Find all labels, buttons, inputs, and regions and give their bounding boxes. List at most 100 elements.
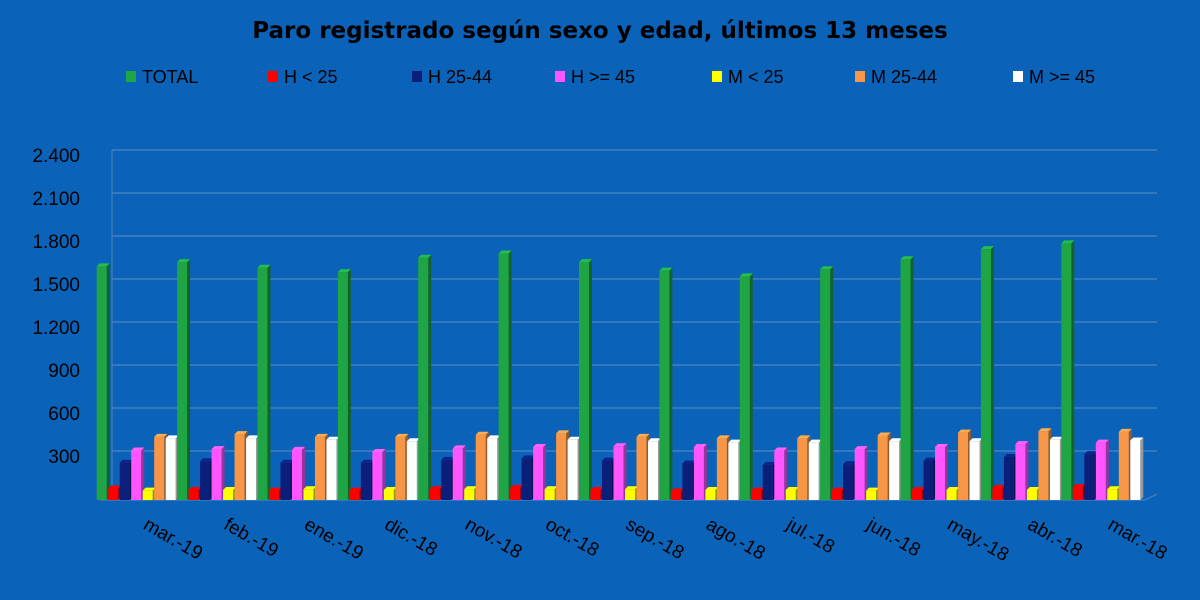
bar-7-1	[670, 488, 684, 500]
bar-0-4	[142, 487, 156, 500]
bar-1-0	[177, 259, 191, 500]
x-category-label-0: mar.-19	[140, 514, 206, 564]
bar-12-5	[1118, 428, 1132, 500]
bar-3-2	[360, 459, 374, 500]
x-category-label-3: dic.-18	[381, 514, 441, 561]
bar-1-3	[211, 446, 225, 500]
x-category-label-9: jun.-18	[862, 514, 924, 562]
bar-0-5	[154, 433, 168, 500]
bar-9-0	[820, 266, 834, 500]
bar-5-1	[510, 484, 524, 500]
gridlines	[112, 149, 1157, 452]
bar-10-2	[923, 457, 937, 500]
bar-4-5	[475, 431, 489, 500]
bar-10-0	[900, 256, 914, 500]
bar-8-6	[808, 439, 822, 500]
bar-2-3	[291, 446, 305, 500]
x-category-label-7: ago.-18	[702, 514, 768, 564]
legend-label-2: H 25-44	[428, 67, 492, 87]
bar-5-6	[567, 436, 581, 500]
bar-3-4	[383, 486, 397, 500]
bar-4-3	[452, 445, 466, 500]
y-tick-label-0: 300	[48, 447, 80, 468]
bar-2-4	[303, 486, 317, 500]
bar-11-2	[1003, 454, 1017, 500]
bar-4-6	[487, 435, 501, 500]
legend-swatch-6	[1013, 71, 1023, 82]
bar-2-0	[257, 264, 271, 500]
bar-6-1	[590, 486, 604, 500]
y-tick-label-1: 600	[48, 404, 80, 425]
legend-swatch-5	[855, 71, 865, 82]
x-category-label-11: abr.-18	[1024, 514, 1086, 562]
bar-10-3	[935, 443, 949, 500]
bar-11-5	[1038, 428, 1052, 500]
bar-0-1	[108, 485, 122, 500]
bar-2-2	[280, 459, 294, 500]
legend: TOTAL H < 25 H 25-44 H >= 45 M < 25 M 25-44 M …	[126, 67, 1095, 87]
x-category-label-4: nov.-18	[461, 514, 525, 563]
bar-6-0	[579, 259, 592, 500]
bar-9-5	[877, 432, 891, 500]
bar-8-4	[785, 486, 799, 500]
bar-1-4	[223, 486, 237, 500]
legend-swatch-1	[268, 71, 278, 82]
y-axis-tick-labels: 300 600 900 1.200 1.500 1.800 2.100 2.400	[32, 146, 80, 468]
bar-10-4	[946, 486, 960, 500]
legend-label-0: TOTAL	[142, 67, 198, 87]
bar-5-5	[556, 430, 570, 500]
bar-3-1	[349, 487, 363, 500]
bar-7-4	[705, 486, 719, 500]
bar-7-0	[659, 267, 673, 500]
bar-10-1	[912, 486, 926, 500]
bar-3-5	[395, 433, 409, 500]
bar-4-1	[429, 486, 443, 500]
bar-9-3	[854, 446, 868, 500]
bar-6-2	[602, 457, 615, 500]
bar-7-3	[693, 443, 707, 500]
bar-6-5	[636, 433, 650, 500]
y-tick-label-3: 1.200	[32, 318, 80, 339]
bar-7-6	[728, 439, 742, 500]
x-category-label-2: ene.-19	[300, 514, 366, 564]
bar-6-6	[648, 438, 661, 500]
bar-1-2	[200, 458, 214, 500]
bar-3-0	[337, 269, 351, 500]
bar-1-5	[234, 431, 248, 500]
bar-5-3	[533, 443, 547, 500]
legend-swatch-0	[126, 71, 136, 82]
bars	[96, 240, 1144, 500]
legend-swatch-4	[712, 71, 722, 82]
y-tick-label-7: 2.400	[32, 146, 80, 167]
bar-9-1	[831, 487, 845, 500]
bar-10-6	[969, 438, 983, 500]
x-category-label-8: jul.-18	[782, 514, 838, 559]
bar-12-3	[1095, 439, 1109, 500]
x-category-label-1: feb.-19	[220, 514, 282, 562]
bar-2-1	[268, 487, 282, 500]
bar-0-2	[119, 459, 133, 500]
x-category-label-5: oct.-18	[542, 514, 603, 561]
legend-swatch-3	[555, 71, 565, 82]
y-tick-label-5: 1.800	[32, 232, 80, 253]
bar-6-4	[625, 486, 638, 500]
bar-1-1	[188, 486, 202, 500]
bar-9-4	[866, 487, 880, 500]
bar-4-4	[464, 486, 478, 500]
bar-4-2	[441, 456, 455, 500]
bar-10-5	[958, 429, 972, 500]
bar-0-0	[96, 263, 110, 500]
bar-9-6	[889, 438, 903, 500]
bar-11-3	[1015, 441, 1029, 500]
bar-8-2	[762, 461, 776, 500]
legend-label-1: H < 25	[284, 67, 338, 87]
legend-label-4: M < 25	[728, 67, 784, 87]
legend-swatch-2	[412, 71, 422, 82]
bar-7-2	[682, 460, 696, 500]
bar-6-3	[613, 443, 627, 500]
bar-3-6	[406, 438, 420, 500]
bar-9-2	[843, 461, 857, 500]
floor-edge-right	[1144, 493, 1158, 501]
